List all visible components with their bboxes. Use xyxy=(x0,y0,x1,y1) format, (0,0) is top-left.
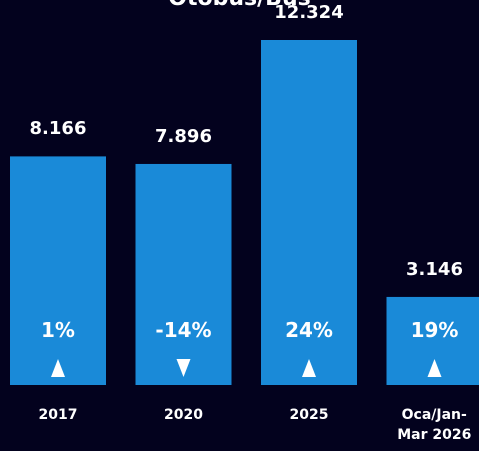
bar xyxy=(135,163,232,385)
x-tick-label: Oca/Jan-Mar 2026 xyxy=(397,407,472,443)
arrow-up xyxy=(302,359,316,377)
bar xyxy=(10,156,106,385)
arrow-up xyxy=(51,359,65,377)
change-label: 24% xyxy=(285,318,333,342)
arrow-down xyxy=(176,359,191,377)
value-label: 8.166 xyxy=(29,118,87,140)
arrow-up xyxy=(427,359,442,377)
x-tick-label: 2017 xyxy=(38,407,78,423)
bar xyxy=(261,40,357,385)
change-label: 19% xyxy=(410,318,459,342)
value-label: 7.896 xyxy=(155,125,212,147)
chart-title: Otobüs/Bus xyxy=(0,0,479,11)
value-label: 12.324 xyxy=(274,2,344,23)
x-tick-label: 2025 xyxy=(289,407,329,423)
change-label: -14% xyxy=(155,318,212,342)
change-label: 1% xyxy=(41,318,75,342)
value-label: 3.146 xyxy=(406,258,463,280)
x-tick-label: 2020 xyxy=(164,407,203,423)
